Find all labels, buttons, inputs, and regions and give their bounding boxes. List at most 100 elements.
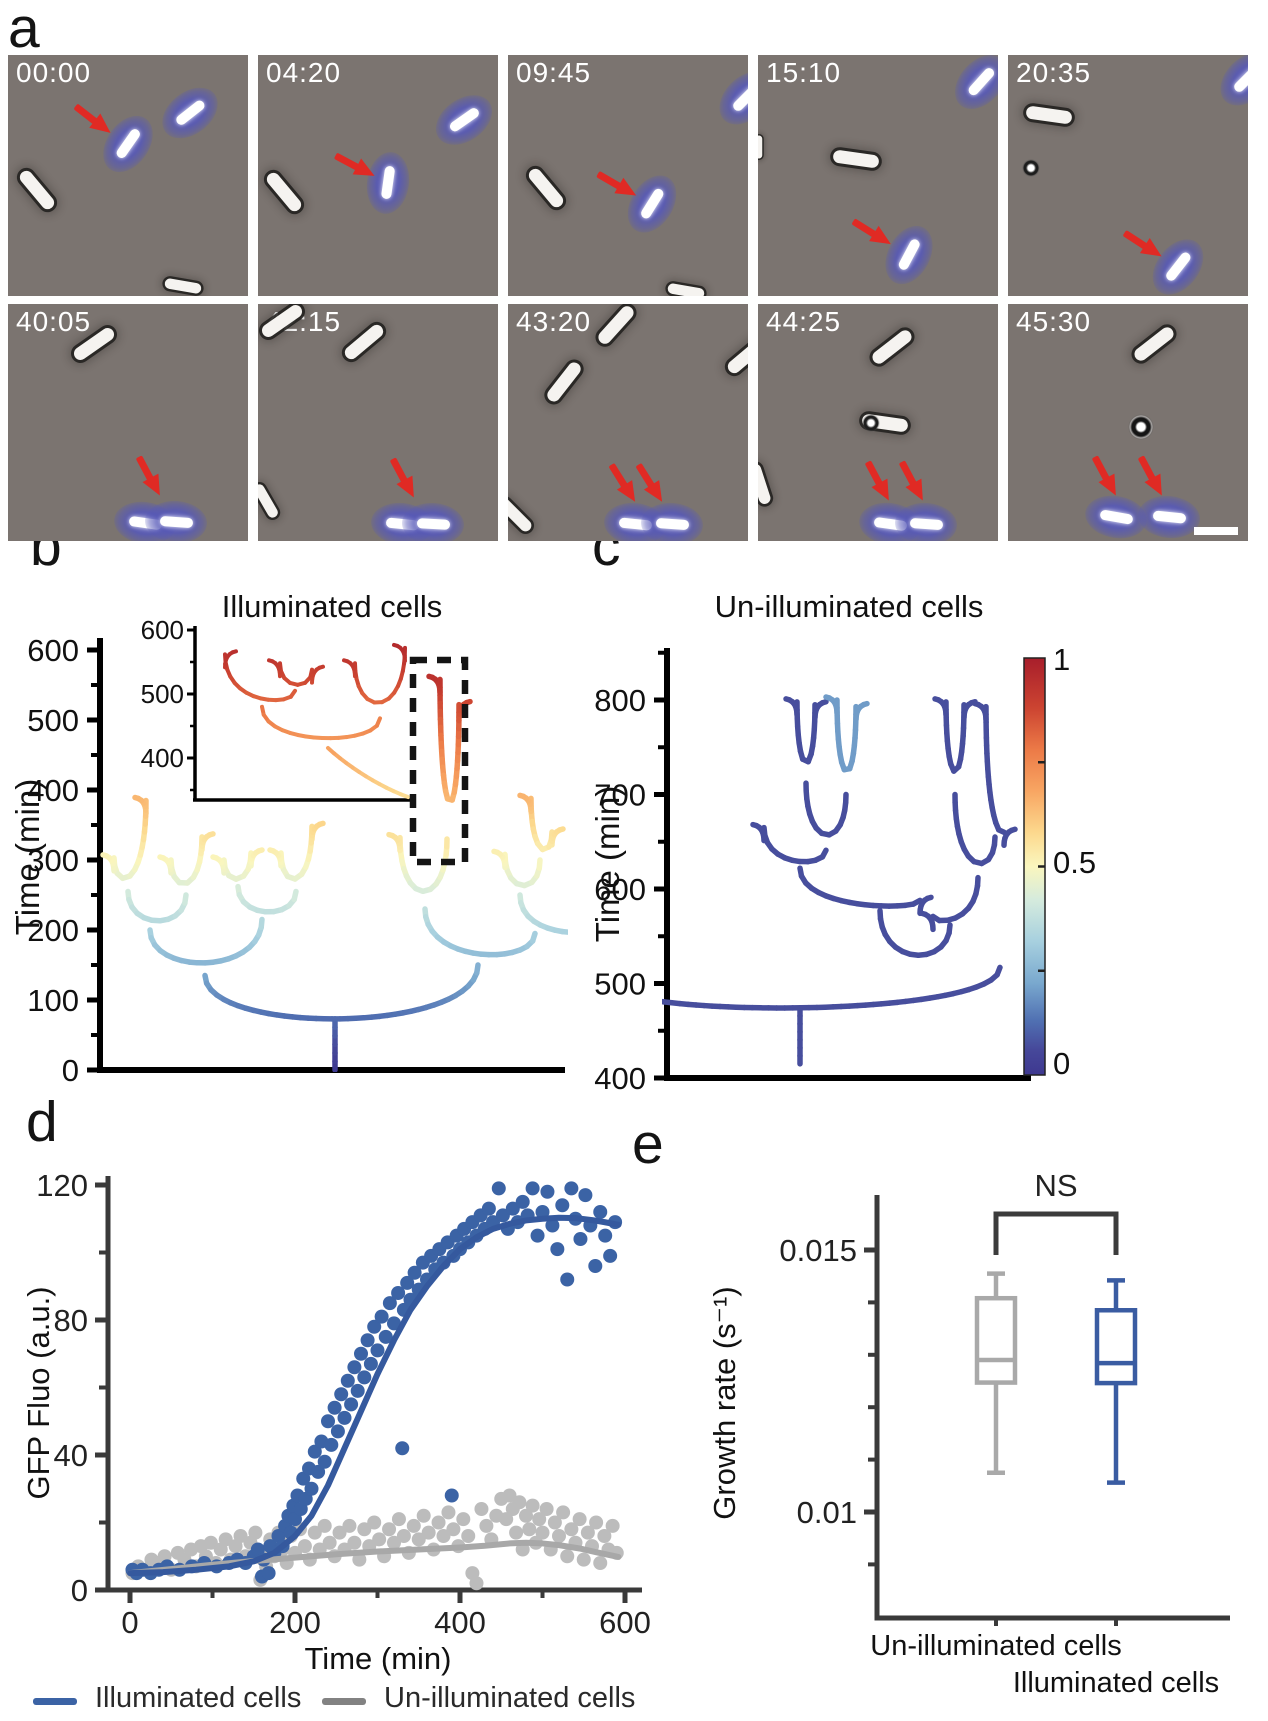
panel-c-tree [662, 694, 1018, 1067]
micrograph-frame-04:20: 04:20 [258, 55, 498, 296]
panel-d-scatter-unilluminated [125, 1488, 624, 1591]
cell-unilluminated [164, 278, 203, 295]
legend-swatch-unilluminated [322, 1698, 366, 1705]
svg-text:0: 0 [71, 1573, 88, 1608]
svg-text:600: 600 [141, 615, 184, 645]
svg-text:400: 400 [141, 743, 184, 773]
cell-unilluminated [258, 482, 281, 520]
red-arrow-icon [1088, 452, 1125, 501]
frame-timestamp: 45:30 [1016, 306, 1092, 337]
frame-timestamp: 43:20 [516, 306, 592, 337]
frame-timestamp: 09:45 [516, 57, 592, 88]
micrograph-frame-43:20: 43:20 [508, 304, 748, 541]
panel-d-curve-illuminated [127, 1214, 622, 1577]
svg-text:0: 0 [121, 1605, 138, 1640]
micrograph-frame-00:00: 00:00 [8, 55, 248, 296]
panel-d-label: d [26, 1090, 58, 1154]
cell-unilluminated [17, 168, 57, 212]
svg-text:0.01: 0.01 [797, 1495, 857, 1530]
panel-e-axes: 0.015 0.01 [779, 1195, 1230, 1626]
svg-text:600: 600 [599, 1605, 651, 1640]
cell-unilluminated [595, 304, 637, 347]
cell-unilluminated [264, 170, 305, 215]
svg-text:0: 0 [62, 1053, 79, 1088]
frame-timestamp: 15:10 [766, 57, 842, 88]
panel-c-title: Un-illuminated cells [714, 589, 984, 624]
svg-text:0.015: 0.015 [779, 1233, 857, 1268]
frame-timestamp: 00:00 [16, 57, 92, 88]
cell-debris [1021, 159, 1040, 178]
svg-text:300: 300 [27, 843, 79, 878]
micrograph-frame-09:45: 09:45 [508, 55, 748, 296]
cell-unilluminated [545, 360, 584, 405]
cell-illuminated [1135, 493, 1202, 541]
svg-text:100: 100 [27, 983, 79, 1018]
red-arrow-icon [849, 214, 898, 254]
micrograph-frame-42:15: 42:15 [258, 304, 498, 541]
boxplot-illuminated [1094, 1278, 1138, 1485]
legend-label-illuminated: Illuminated cells [95, 1682, 302, 1714]
inset-zoom-box [409, 656, 469, 866]
panel-e-label: e [632, 1112, 664, 1176]
cell-illuminated [708, 61, 748, 136]
cell-unilluminated [341, 322, 386, 362]
cell-illuminated [617, 166, 687, 242]
svg-text:500: 500 [27, 703, 79, 738]
cell-illuminated [876, 217, 943, 293]
frame-timestamp: 20:35 [1016, 57, 1092, 88]
micrograph-frame-15:10: 15:10 [758, 55, 998, 296]
svg-text:700: 700 [594, 778, 646, 813]
panel-e-ylabel: Growth rate (s⁻¹) [707, 1286, 742, 1520]
frame-timestamp: 04:20 [266, 57, 342, 88]
colorbar-label-0_5: 0.5 [1053, 845, 1097, 880]
frame-timestamp: 44:25 [766, 306, 842, 337]
ns-bracket [993, 1211, 1119, 1255]
cell-unilluminated [758, 462, 773, 506]
red-arrow-icon [386, 455, 423, 504]
panel-b-tree [100, 673, 568, 1072]
svg-text:500: 500 [594, 967, 646, 1002]
svg-text:200: 200 [27, 913, 79, 948]
red-arrow-icon [332, 147, 381, 184]
cell-unilluminated [1025, 105, 1073, 125]
svg-text:600: 600 [27, 633, 79, 668]
boxplot-unilluminated [974, 1271, 1018, 1475]
cell-illuminated [893, 501, 959, 541]
category-label-illuminated: Illuminated cells [1012, 1667, 1220, 1699]
svg-text:400: 400 [434, 1605, 486, 1640]
category-label-unilluminated: Un-illuminated cells [870, 1630, 1122, 1662]
cell-debris-ring [1128, 414, 1155, 441]
frame-timestamp: 40:05 [16, 306, 92, 337]
svg-text:800: 800 [594, 683, 646, 718]
red-arrow-icon [71, 99, 118, 142]
micrograph-frame-40:05: 40:05 [8, 304, 248, 541]
panel-d-xlabel: Time (min) [304, 1641, 452, 1676]
cell-illuminated [944, 55, 998, 119]
svg-text:80: 80 [54, 1303, 88, 1338]
legend-label-unilluminated: Un-illuminated cells [384, 1682, 636, 1714]
svg-text:200: 200 [269, 1605, 321, 1640]
cell-illuminated [143, 498, 209, 541]
colorbar [1023, 657, 1046, 1076]
cell-illuminated [1210, 55, 1248, 116]
cell-unilluminated [832, 148, 881, 169]
red-arrow-icon [594, 166, 643, 205]
panel-c-ylabel: Time (min) [589, 785, 626, 943]
panel-b-ylabel: Time (min) [9, 778, 46, 936]
micrograph-frame-44:25: 44:25 [758, 304, 998, 541]
panel-b-title: Illuminated cells [221, 589, 443, 624]
cell-debris [861, 413, 880, 432]
red-arrow-icon [1119, 225, 1167, 265]
svg-text:400: 400 [594, 1061, 646, 1096]
panel-a-label: a [8, 0, 40, 60]
panel-d-ylabel: GFP Fluo (a.u.) [21, 1286, 56, 1500]
cell-illuminated [426, 85, 498, 156]
cell-illuminated [640, 501, 705, 541]
ns-annotation: NS [1034, 1168, 1078, 1203]
cell-unilluminated [870, 327, 915, 366]
panel-b-inset-tree [223, 642, 410, 799]
cell-unilluminated [758, 135, 763, 159]
